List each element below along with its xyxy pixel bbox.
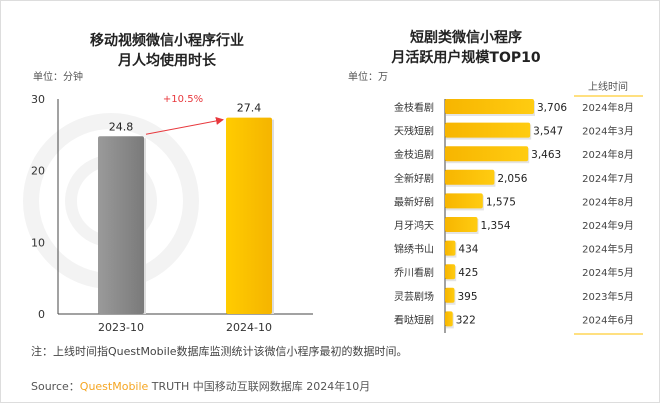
chart-title-line1: 移动视频微信小程序行业	[90, 32, 244, 49]
y-tick-label: 20	[31, 165, 45, 178]
category-label: 灵芸剧场	[394, 290, 434, 303]
bar-value-label: 322	[456, 314, 476, 326]
bar-value-label: 24.8	[109, 120, 134, 133]
category-label: 乔川看剧	[394, 266, 434, 279]
bar-看哒短剧	[445, 311, 453, 327]
bar-value-label: 3,463	[531, 149, 561, 161]
y-tick-label: 0	[38, 308, 45, 321]
chart-title-line1: 短剧类微信小程序	[410, 29, 522, 46]
growth-annotation: +10.5%	[163, 94, 203, 105]
bar-月牙鸿天	[445, 217, 478, 232]
launch-date: 2024年5月	[582, 266, 634, 279]
launch-date: 2024年7月	[582, 172, 634, 185]
bar-金枝看剧	[445, 99, 534, 114]
bar-value-label: 3,706	[537, 102, 567, 114]
growth-arrow	[145, 117, 224, 135]
bar-2024-10	[226, 117, 272, 314]
category-label: 全新好剧	[394, 172, 434, 185]
x-tick-label: 2024-10	[226, 321, 272, 334]
y-tick-label: 30	[31, 93, 45, 106]
launch-date: 2024年3月	[582, 125, 634, 138]
source-brand: QuestMobile	[79, 380, 149, 393]
bar-value-label: 3,547	[533, 126, 563, 138]
bar-灵芸剧场	[445, 287, 455, 303]
bar-2023-10	[98, 136, 144, 314]
launch-date: 2024年9月	[582, 219, 634, 232]
bar-value-label: 425	[458, 267, 478, 279]
x-tick-label: 2023-10	[98, 321, 144, 334]
bar-value-label: 2,056	[497, 173, 527, 185]
bar-value-label: 434	[458, 244, 478, 256]
category-label: 天残短剧	[394, 125, 434, 138]
bar-天残短剧	[445, 122, 531, 138]
launch-date: 2024年8月	[582, 101, 634, 114]
launch-date: 2024年5月	[582, 243, 634, 256]
bar-value-label: 395	[457, 291, 477, 303]
category-label: 金枝追剧	[394, 148, 434, 161]
launch-date: 2024年8月	[582, 148, 634, 161]
bar-金枝追剧	[445, 146, 529, 162]
bar-乔川看剧	[445, 264, 456, 280]
category-label: 看哒短剧	[394, 313, 434, 326]
bar-value-label: 1,354	[481, 220, 511, 232]
bar-value-label: 27.4	[237, 102, 262, 115]
chart-title-line2: 月活跃用户规模TOP10	[390, 49, 540, 66]
launch-date: 2024年6月	[582, 313, 634, 326]
category-label: 最新好剧	[394, 195, 434, 208]
unit-label: 单位：万	[348, 70, 388, 83]
bar-最新好剧	[445, 193, 483, 209]
source-rest: TRUTH 中国移动互联网数据库 2024年10月	[148, 380, 371, 393]
unit-label: 单位：分钟	[33, 70, 83, 83]
category-label: 金枝看剧	[394, 101, 434, 114]
category-label: 锦绣书山	[394, 243, 434, 256]
launch-date: 2024年8月	[582, 195, 634, 208]
y-tick-label: 10	[31, 236, 45, 249]
bar-全新好剧	[445, 169, 495, 185]
launch-date: 2023年5月	[582, 290, 634, 303]
source-prefix: Source：	[31, 380, 80, 393]
chart-title-line2: 月人均使用时长	[117, 52, 217, 69]
footnote: 注：上线时间指QuestMobile数据库监测统计该微信小程序最初的数据时间。	[31, 345, 408, 358]
bar-value-label: 1,575	[486, 196, 516, 208]
column-header: 上线时间	[588, 80, 628, 93]
source-line: Source：QuestMobile TRUTH 中国移动互联网数据库 2024…	[31, 378, 370, 394]
category-label: 月牙鸿天	[394, 219, 434, 232]
bar-锦绣书山	[445, 240, 456, 256]
